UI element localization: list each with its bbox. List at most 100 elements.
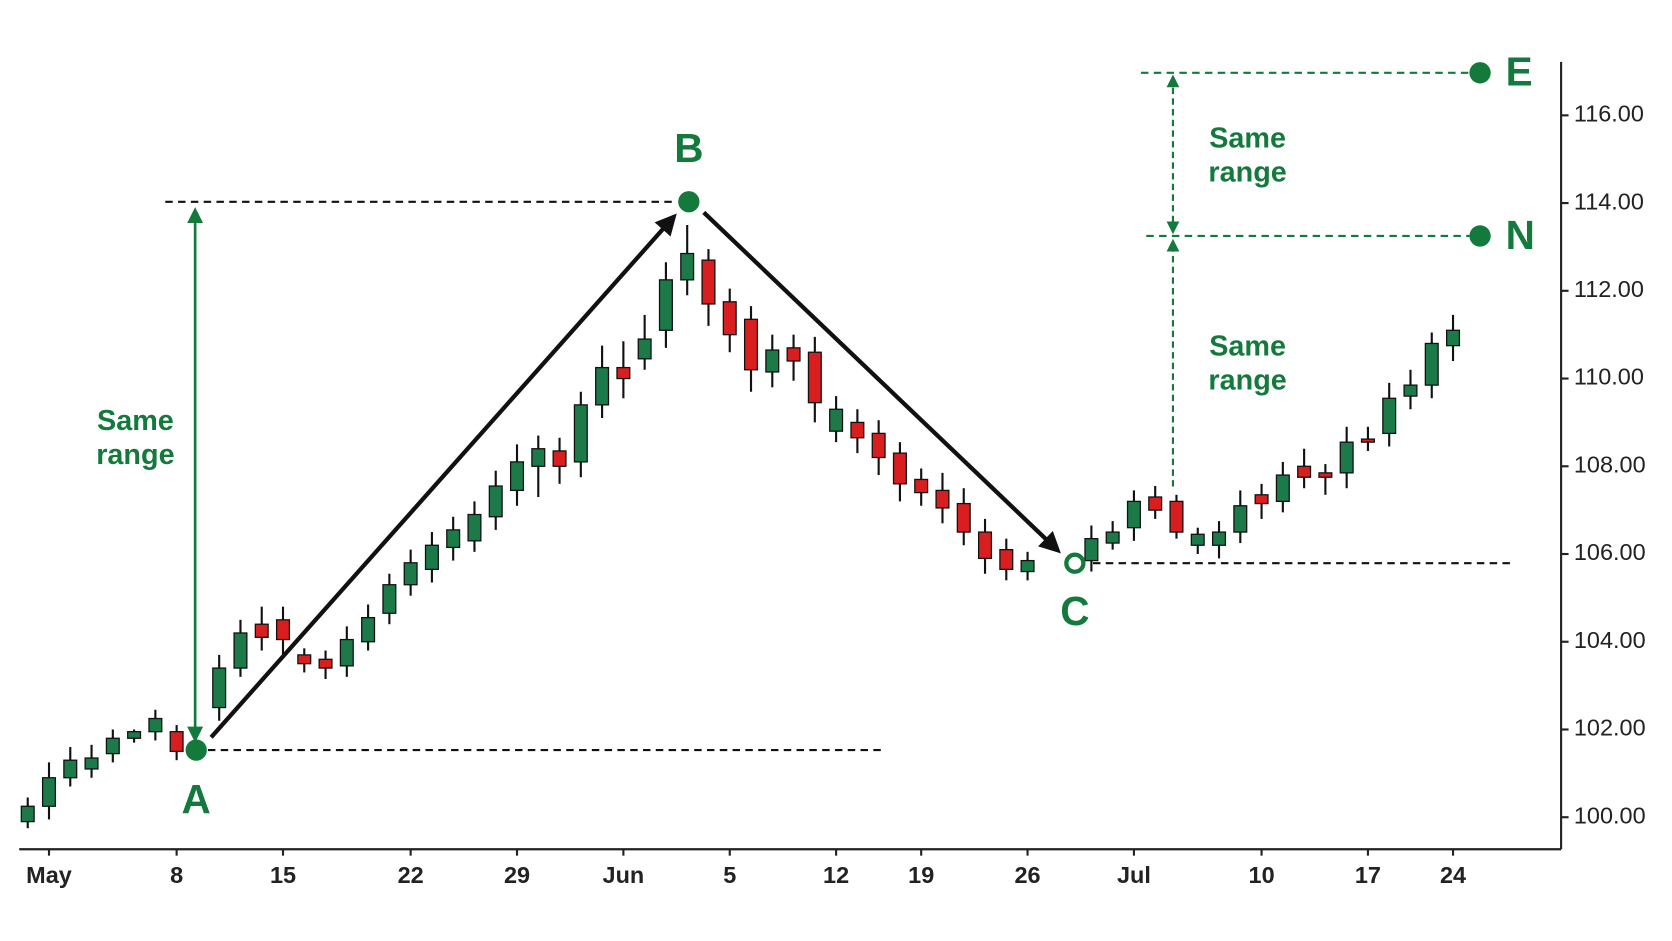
candle-body (275, 619, 291, 641)
candle-body (509, 461, 525, 492)
range-note: Same (1209, 330, 1286, 362)
candle-body (914, 478, 929, 494)
candle-body (1084, 538, 1099, 562)
y-tick-label: 116.00 (1574, 101, 1644, 127)
y-tick-label: 108.00 (1574, 451, 1646, 477)
candle-body (63, 759, 78, 779)
x-tick-label: 8 (170, 862, 183, 888)
candle-body (361, 616, 376, 643)
candle-body (127, 731, 142, 739)
candle-body (1148, 496, 1163, 511)
candle-body (1275, 474, 1290, 503)
y-tick-label: 112.00 (1574, 276, 1644, 302)
y-tick-label: 102.00 (1574, 715, 1646, 741)
candle-body (1318, 472, 1333, 478)
candle-body (658, 279, 673, 331)
candle-body (148, 717, 163, 733)
candle-body (977, 531, 993, 560)
trend-arrow (209, 213, 677, 739)
candle-body (1126, 500, 1141, 529)
candle-body (999, 548, 1014, 571)
candle-body (1105, 531, 1120, 544)
candle-body (850, 421, 865, 439)
candle-body (84, 757, 99, 770)
candle-body (1360, 438, 1375, 443)
candle-body (1169, 500, 1184, 533)
x-tick-label: 12 (823, 862, 849, 888)
pivot-label: E (1506, 49, 1533, 95)
y-tick-label: 114.00 (1574, 188, 1644, 214)
y-tick-label: 104.00 (1574, 627, 1646, 653)
candle-body (701, 259, 716, 305)
candle-body (339, 638, 354, 667)
candle-body (637, 338, 652, 360)
pivot-label: N (1506, 212, 1535, 258)
candle-body (446, 529, 461, 549)
candle-body (1254, 494, 1269, 505)
pivot-point (678, 191, 700, 213)
candle-body (680, 252, 695, 281)
pivot-point (1469, 62, 1491, 84)
pivot-label: A (182, 776, 211, 822)
x-tick-label: Jul (1117, 862, 1151, 888)
candle-body (424, 544, 439, 571)
x-tick-label: Jun (603, 862, 645, 888)
candle-body (382, 584, 397, 614)
candle-body (169, 731, 184, 753)
candle-body (935, 489, 950, 509)
range-note: Same (97, 405, 174, 437)
candle-body (467, 513, 482, 542)
candle-body (403, 562, 418, 586)
candle-body (318, 658, 333, 669)
candle-body (1445, 329, 1461, 347)
x-tick-label: May (26, 862, 72, 888)
range-note: range (1208, 157, 1286, 189)
range-note: range (96, 439, 174, 471)
range-note: range (1208, 365, 1286, 397)
trend-arrow (702, 210, 1061, 554)
candle-body (892, 452, 907, 485)
candle-body (105, 737, 120, 755)
x-tick-label: 26 (1015, 862, 1041, 888)
candle-body (807, 351, 822, 404)
x-tick-label: 15 (270, 862, 296, 888)
pivot-label: B (674, 125, 703, 171)
y-tick-label: 110.00 (1574, 364, 1644, 390)
candle-body (488, 485, 503, 518)
candle-body (1339, 441, 1354, 474)
candle-body (871, 432, 886, 459)
candle-body (1403, 384, 1418, 397)
candle-body (956, 502, 971, 533)
candle-body (595, 366, 610, 406)
candle-body (573, 404, 588, 463)
candle-body (786, 347, 801, 362)
x-tick-label: 29 (504, 862, 530, 888)
x-tick-label: 22 (398, 862, 424, 888)
candle-body (1190, 533, 1205, 546)
pivot-point (1469, 225, 1491, 247)
pivot-point (1064, 552, 1086, 574)
candle-body (1211, 531, 1227, 546)
candle-body (743, 318, 759, 371)
candle-body (41, 777, 57, 807)
candle-body (297, 654, 312, 665)
x-tick-label: 24 (1440, 862, 1466, 888)
candle-body (1297, 465, 1312, 478)
x-tick-label: 5 (723, 862, 736, 888)
pivot-label: C (1060, 588, 1089, 634)
candle-body (212, 667, 227, 709)
candle-body (20, 805, 35, 823)
candle-body (1424, 342, 1439, 386)
pivot-point (185, 739, 207, 761)
candle-body (1020, 559, 1035, 573)
y-tick-label: 106.00 (1574, 539, 1646, 565)
x-tick-label: 10 (1249, 862, 1275, 888)
candle-body (254, 623, 269, 639)
x-tick-label: 17 (1355, 862, 1381, 888)
candle-body (531, 448, 546, 467)
x-tick-label: 19 (908, 862, 934, 888)
candle-body (1382, 397, 1397, 435)
candle-body (765, 349, 780, 373)
candle-body (552, 450, 567, 467)
